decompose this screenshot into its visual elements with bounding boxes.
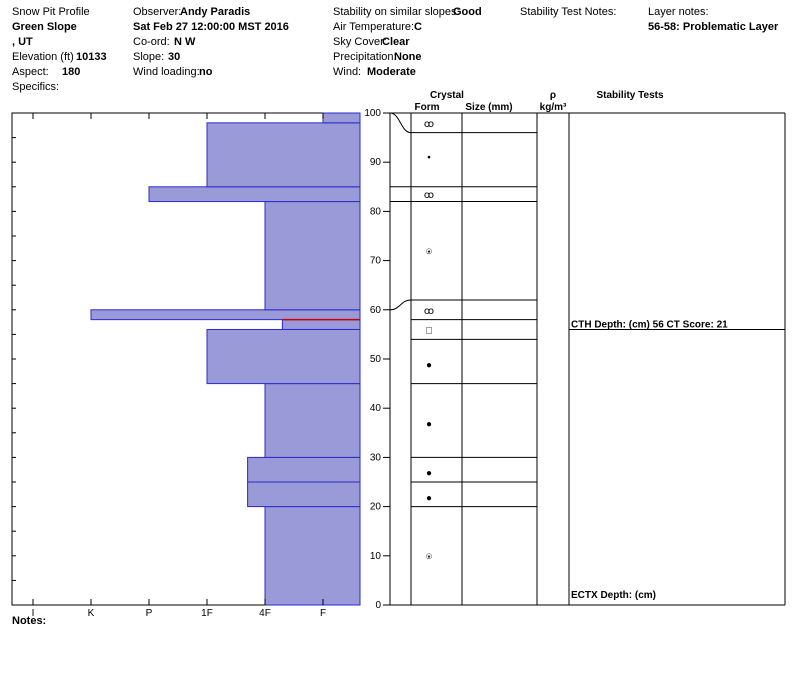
sky-label: Sky Cover: [333,36,387,48]
stability-value: Good [453,6,482,18]
col-header-density-unit: kg/m³ [540,102,567,113]
region: , UT [12,36,33,48]
hardness-tick-label: K [88,608,95,619]
pit-datetime: Sat Feb 27 12:00:00 MST 2016 [133,21,289,33]
precip-label: Precipitation: [333,51,397,63]
height-tick-label: 100 [364,108,381,119]
height-tick-label: 0 [375,600,381,611]
aspect-value: 180 [62,66,81,78]
stability-test-result: CTH Depth: (cm) 56 CT Score: 21 [571,319,728,330]
crystal-form-symbol: ꝏ [424,190,434,201]
slope-label: Slope: [133,51,165,63]
hardness-layer-bar [264,201,361,311]
wind-loading-value: no [199,66,213,78]
wind-value: Moderate [367,66,416,78]
layer-connector [389,112,412,134]
observer-value: Andy Paradis [180,6,251,18]
elevation-value: 10133 [76,51,107,63]
height-tick-label: 20 [370,502,382,513]
layer-notes-label: Layer notes: [648,6,709,18]
hardness-layer-bar [281,319,361,330]
hardness-layer-bar [247,456,361,483]
location-name: Green Slope [12,21,77,33]
crystal-form-symbol: ● [426,468,432,479]
col-header-rho: ρ [550,90,556,101]
hardness-tick-label: I [32,608,35,619]
wind-loading-label: Wind loading: [133,66,200,78]
col-header-size: Size (mm) [465,102,512,113]
hardness-layer-bar [206,328,361,385]
notes-label: Notes: [12,615,47,627]
layer-notes-value: 56-58: Problematic Layer [648,21,779,33]
hardness-tick-label: 4F [259,608,271,619]
crystal-form-symbol: ⍟ [426,552,432,563]
col-header-crystal: Crystal [430,90,464,101]
crystal-form-symbol: ● [426,419,432,430]
precip-value: None [394,51,422,63]
observer-label: Observer: [133,6,182,18]
sky-value: Clear [382,36,410,48]
air-temp-label: Air Temperature: [333,21,415,33]
hardness-layer-bar [264,383,361,458]
col-header-stability-tests: Stability Tests [596,90,663,101]
crystal-form-symbol: ꝏ [424,119,434,130]
slope-value: 30 [168,51,181,63]
hardness-tick-label: F [320,608,326,619]
hardness-layer-bar [322,112,361,124]
crystal-form-symbol: ⍟ [426,247,432,258]
height-tick-label: 90 [370,157,382,168]
hardness-layer-bar [206,122,361,188]
crystal-form-symbol: • [427,152,431,163]
hardness-layer-bar [148,186,361,203]
hardness-tick-label: 1F [201,608,213,619]
height-tick-label: 50 [370,354,382,365]
stability-notes-label: Stability Test Notes: [520,6,617,18]
crystal-form-symbol: □ [426,325,432,336]
col-header-form: Form [415,102,440,113]
stability-test-result: ECTX Depth: (cm) [571,590,656,601]
height-tick-label: 30 [370,452,382,463]
height-tick-label: 70 [370,256,382,267]
crystal-form-symbol: ꝏ [424,306,434,317]
height-tick-label: 10 [370,551,382,562]
layer-connector [389,299,412,311]
hardness-layer-bar [90,309,361,321]
height-tick-label: 40 [370,403,382,414]
crystal-form-symbol: ● [426,360,432,371]
stability-label: Stability on similar slopes: [333,6,460,18]
air-temp-value: C [414,21,422,33]
crystal-form-symbol: ● [426,493,432,504]
hardness-layer-bar [247,481,361,508]
specifics-label: Specifics: [12,81,60,93]
elevation-label: Elevation (ft) [12,51,74,63]
coord-label: Co-ord: [133,36,170,48]
coord-value: N W [174,36,196,48]
height-tick-label: 60 [370,305,382,316]
hardness-layer-bar [264,506,361,606]
hardness-tick-label: P [146,608,153,619]
height-tick-label: 80 [370,206,382,217]
title: Snow Pit Profile [12,6,90,18]
aspect-label: Aspect: [12,66,49,78]
wind-label: Wind: [333,66,362,78]
